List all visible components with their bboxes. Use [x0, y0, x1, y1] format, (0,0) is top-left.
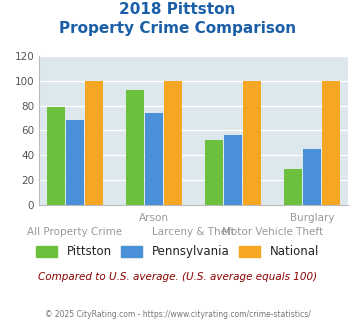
Text: Property Crime Comparison: Property Crime Comparison: [59, 21, 296, 36]
Bar: [205, 140, 223, 205]
Text: 2018 Pittston: 2018 Pittston: [119, 2, 236, 16]
Text: All Property Crime: All Property Crime: [27, 227, 122, 237]
Bar: [322, 81, 340, 205]
Bar: [47, 107, 65, 205]
Bar: [164, 81, 182, 205]
Bar: [126, 89, 144, 205]
Text: Motor Vehicle Theft: Motor Vehicle Theft: [222, 227, 323, 237]
Bar: [145, 113, 163, 205]
Bar: [284, 169, 302, 205]
Bar: [243, 81, 261, 205]
Text: Arson: Arson: [139, 213, 169, 223]
Legend: Pittston, Pennsylvania, National: Pittston, Pennsylvania, National: [32, 242, 323, 262]
Bar: [303, 149, 321, 205]
Bar: [224, 135, 242, 205]
Bar: [66, 120, 84, 205]
Bar: [84, 81, 103, 205]
Text: Compared to U.S. average. (U.S. average equals 100): Compared to U.S. average. (U.S. average …: [38, 272, 317, 282]
Text: Burglary: Burglary: [290, 213, 334, 223]
Text: Larceny & Theft: Larceny & Theft: [152, 227, 235, 237]
Text: © 2025 CityRating.com - https://www.cityrating.com/crime-statistics/: © 2025 CityRating.com - https://www.city…: [45, 310, 310, 319]
